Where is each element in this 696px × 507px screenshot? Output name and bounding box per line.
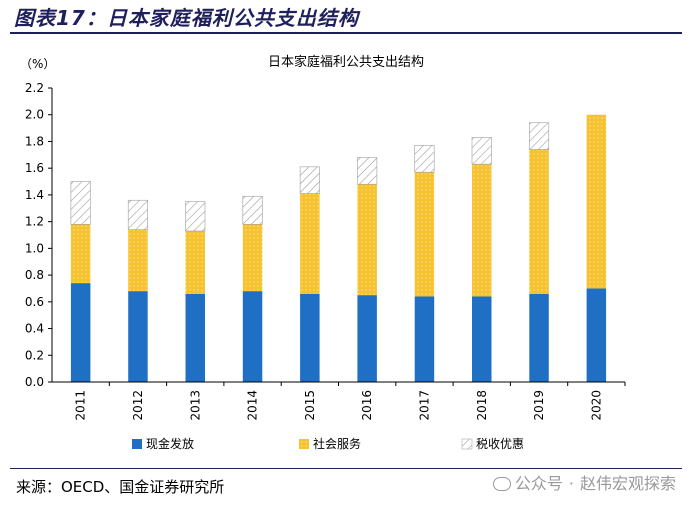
x-axis: 2011 2012 2013 2014 2015 2016 2017 2018 2019 2020 [74,382,625,421]
bar-segment-cash-2012 [128,291,147,382]
bar-segment-tax-2015 [300,167,319,194]
x-tick-label-2013: 2013 [188,390,202,421]
bar-segment-cash-2019 [529,294,548,382]
bar-segment-cash-2017 [415,296,434,382]
bottom-rule [10,468,682,469]
y-tick-label: 2.2 [25,81,44,95]
y-tick-label: 0.8 [25,268,44,282]
y-axis: 0.0 0.2 0.4 0.6 0.8 1.0 1.2 1.4 1.6 1.8 2.0 2.2 [25,81,52,389]
bars-group [71,115,606,382]
bar-segment-services-2016 [357,184,376,295]
legend-label-cash: 现金发放 [146,436,194,451]
legend-swatch-services [299,439,309,449]
bar-segment-services-2020 [587,115,606,289]
x-tick-label-2016: 2016 [360,390,374,421]
legend-label-tax: 税收优惠 [476,437,524,451]
legend-swatch-tax [462,439,472,449]
bar-segment-services-2017 [415,172,434,296]
legend-label-services: 社会服务 [313,436,361,451]
bar-segment-services-2011 [71,224,90,283]
y-tick-label: 1.0 [25,241,44,255]
bar-segment-cash-2011 [71,283,90,382]
y-tick-label: 0.6 [25,295,44,309]
x-tick-label-2014: 2014 [246,390,260,421]
watermark-separator: · [569,474,574,493]
bar-segment-cash-2018 [472,296,491,382]
bar-segment-tax-2012 [128,200,147,229]
x-tick-label-2018: 2018 [475,390,489,421]
bar-segment-services-2012 [128,230,147,291]
y-tick-label: 2.0 [25,108,44,122]
legend-swatch-cash [132,439,142,449]
bar-segment-services-2015 [300,194,319,294]
wechat-icon [493,477,511,491]
bar-segment-tax-2013 [186,202,205,231]
watermark-account: 公众号 [515,474,563,493]
bar-segment-cash-2014 [243,291,262,382]
bar-segment-cash-2016 [357,295,376,382]
y-tick-label: 0.2 [25,348,44,362]
y-tick-label: 1.8 [25,134,44,148]
y-tick-label: 1.2 [25,215,44,229]
y-tick-label: 1.4 [25,188,44,202]
bar-segment-cash-2013 [186,294,205,382]
x-tick-label-2020: 2020 [589,390,603,421]
y-tick-label: 0.4 [25,322,44,336]
bar-segment-services-2019 [529,149,548,293]
x-tick-label-2011: 2011 [74,390,88,421]
bar-segment-tax-2018 [472,137,491,164]
x-tick-label-2012: 2012 [131,390,145,421]
bar-segment-services-2014 [243,224,262,291]
x-tick-label-2015: 2015 [303,390,317,421]
bar-segment-services-2013 [186,231,205,294]
bar-segment-tax-2014 [243,196,262,224]
watermark: 公众号 · 赵伟宏观探索 [493,470,676,494]
chart-title: 日本家庭福利公共支出结构 [268,54,424,70]
bar-segment-tax-2019 [529,123,548,150]
legend: 现金发放 社会服务 税收优惠 [132,436,524,451]
y-axis-unit-label: （%） [20,57,55,71]
watermark-name: 赵伟宏观探索 [580,474,676,493]
bar-segment-tax-2011 [71,182,90,225]
bar-segment-cash-2020 [587,288,606,382]
stacked-bar-chart: 日本家庭福利公共支出结构 （%） 0.0 0.2 0.4 0.6 0.8 1.0 1.2 1.… [0,0,696,470]
x-tick-label-2019: 2019 [532,390,546,421]
bar-segment-tax-2017 [415,145,434,172]
bar-segment-services-2018 [472,164,491,296]
x-tick-label-2017: 2017 [417,390,431,421]
y-tick-label: 1.6 [25,161,44,175]
bar-segment-cash-2015 [300,294,319,382]
y-tick-label: 0.0 [25,375,44,389]
source-note: 来源：OECD、国金证券研究所 [16,476,224,497]
bar-segment-tax-2016 [357,157,376,184]
